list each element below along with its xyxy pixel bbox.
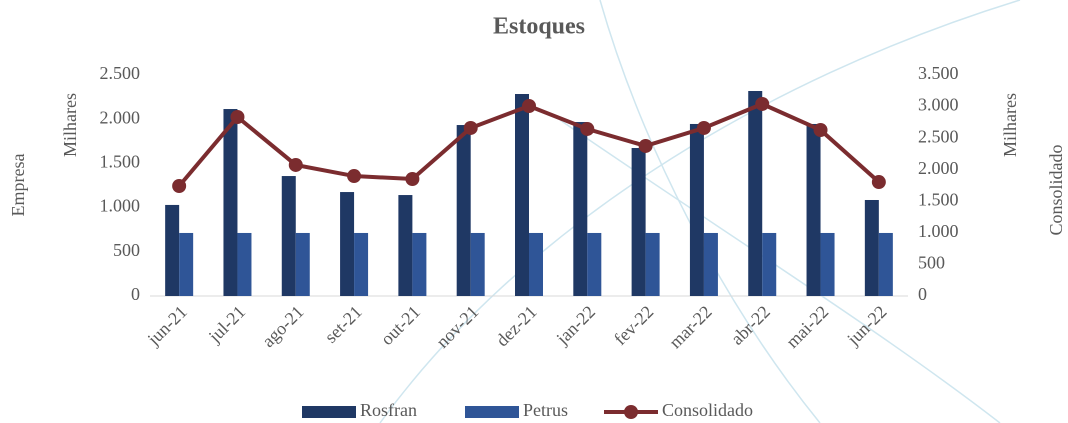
legend-label: Petrus [523, 400, 568, 420]
line-marker [638, 138, 653, 153]
bar [295, 232, 310, 296]
chart-title: Estoques [493, 14, 585, 40]
bar [631, 148, 646, 296]
x-tick-label: out-21 [377, 302, 424, 349]
line-marker [405, 171, 420, 186]
y-axis-units: Milhares [60, 93, 80, 157]
bar [703, 232, 718, 296]
legend-swatch [624, 405, 638, 419]
y-tick-label: 0 [131, 284, 140, 304]
bar [340, 192, 355, 296]
bar [806, 123, 821, 296]
line-marker [347, 169, 362, 184]
bar [762, 232, 777, 296]
y2-tick-label: 3.000 [918, 95, 959, 115]
bar [529, 232, 543, 296]
x-tick-label: nov-21 [432, 302, 482, 352]
x-tick-label: fev-22 [610, 302, 657, 349]
x-tick-label: jun-22 [843, 302, 891, 350]
y-tick-label: 1.000 [100, 196, 141, 216]
bar [748, 91, 763, 296]
line-marker [813, 122, 828, 137]
bar [645, 232, 660, 296]
bar [281, 176, 296, 296]
bar [689, 123, 704, 296]
x-tick-label: abr-22 [727, 302, 774, 349]
bar [864, 199, 879, 296]
bar [470, 232, 485, 296]
bar [878, 232, 893, 296]
line-marker [696, 120, 711, 135]
decoration [559, 119, 1001, 423]
line-marker [172, 179, 187, 194]
y2-tick-label: 500 [918, 253, 945, 273]
y2-axis-title: Consolidado [1046, 144, 1066, 235]
bar [412, 232, 427, 296]
bar [820, 232, 835, 296]
decoration [379, 0, 1021, 423]
bar [223, 109, 238, 296]
y-tick-label: 500 [113, 240, 140, 260]
y-tick-label: 2.000 [100, 107, 141, 127]
y-tick-label: 1.500 [100, 152, 141, 172]
y2-tick-label: 3.500 [918, 63, 959, 83]
x-tick-label: jul-21 [204, 302, 249, 347]
y2-axis-units: Milhares [1000, 93, 1020, 157]
bar [587, 232, 602, 296]
bar [398, 195, 413, 296]
line-marker [230, 109, 245, 124]
x-tick-label: ago-21 [258, 302, 307, 351]
y2-tick-label: 2.000 [918, 158, 959, 178]
line-marker [755, 96, 770, 111]
bar [237, 232, 252, 296]
x-tick-label: set-21 [321, 302, 366, 347]
x-tick-label: jun-21 [143, 302, 191, 350]
x-tick-label: mai-22 [782, 302, 832, 352]
y2-tick-label: 1.000 [918, 221, 959, 241]
y2-tick-label: 2.500 [918, 126, 959, 146]
line-marker [288, 157, 303, 172]
line-marker [522, 99, 536, 114]
bar [354, 232, 369, 296]
legend-swatch [302, 406, 356, 418]
legend-label: Consolidado [662, 400, 753, 420]
y2-tick-label: 0 [918, 284, 927, 304]
legend-label: Rosfran [360, 400, 417, 420]
decoration [599, 0, 821, 423]
bar [165, 204, 180, 296]
line-marker [463, 120, 478, 135]
y2-tick-label: 1.500 [918, 189, 959, 209]
bar [179, 232, 194, 296]
bar [515, 94, 529, 296]
x-tick-label: dez-21 [492, 302, 541, 351]
line-marker [871, 175, 886, 190]
line-marker [580, 121, 595, 136]
x-tick-label: jan-22 [552, 302, 599, 349]
y-axis-title: Empresa [8, 154, 28, 217]
y-tick-label: 2.500 [100, 63, 141, 83]
bar [456, 125, 471, 297]
bar [573, 122, 588, 296]
x-tick-label: mar-22 [665, 302, 716, 353]
legend-swatch [465, 406, 519, 418]
